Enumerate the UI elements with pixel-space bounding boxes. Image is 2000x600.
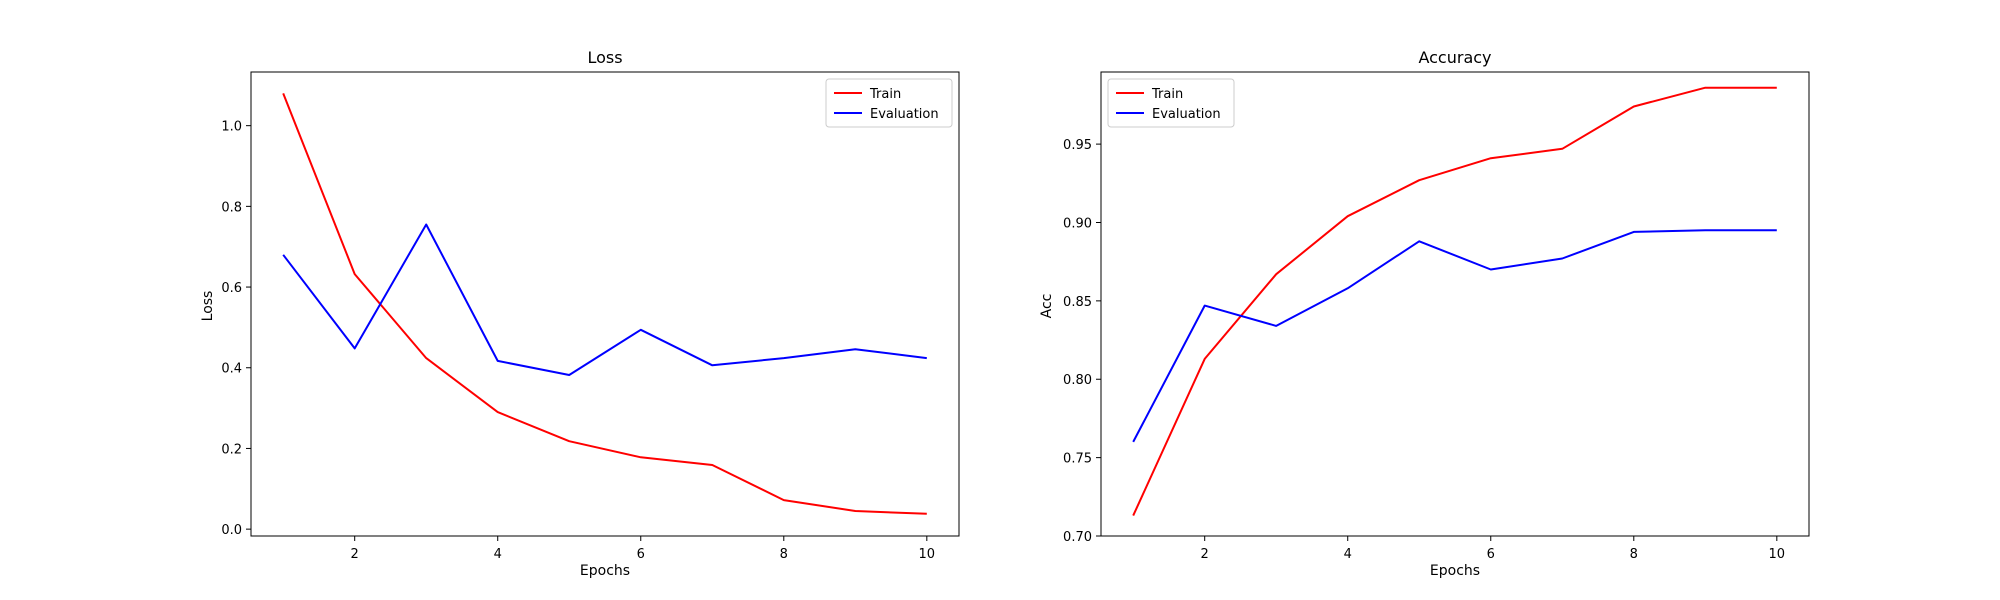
- accuracy-series-evaluation-line: [1132, 229, 1777, 443]
- loss-legend-box: [825, 78, 953, 128]
- accuracy-chart-title: Accuracy: [1418, 48, 1491, 67]
- loss-y-tick-label: 0.6: [221, 281, 242, 296]
- accuracy-legend-box: [1107, 78, 1235, 128]
- accuracy-x-tick-label: 8: [1630, 547, 1638, 562]
- loss-legend-label-train: Train: [869, 87, 901, 102]
- loss-x-tick-label: 4: [494, 547, 502, 562]
- accuracy-chart: Accuracy Epochs Acc 2 4 6 8 10 0.70 0.75 0.80 0.…: [1039, 48, 1810, 579]
- accuracy-x-tick-label: 4: [1344, 547, 1352, 562]
- loss-y-tick-label: 0.8: [221, 200, 242, 215]
- loss-y-tick-label: 0.4: [221, 362, 242, 377]
- accuracy-y-tick-label: 0.85: [1063, 295, 1092, 310]
- accuracy-axes-frame: [1100, 71, 1810, 537]
- loss-x-tick-label: 8: [780, 547, 788, 562]
- accuracy-x-tick-label: 10: [1769, 547, 1786, 562]
- loss-x-tick-label: 6: [637, 547, 645, 562]
- loss-chart-ylabel: Loss: [200, 291, 216, 322]
- loss-y-tick-label: 0.0: [221, 523, 242, 538]
- accuracy-series-train-line: [1132, 86, 1777, 517]
- accuracy-chart-ylabel: Acc: [1039, 294, 1055, 319]
- loss-y-tick-label: 1.0: [221, 120, 242, 135]
- accuracy-chart-xlabel: Epochs: [1430, 563, 1480, 579]
- loss-axes-frame: [250, 71, 960, 537]
- accuracy-legend-label-evaluation: Evaluation: [1152, 107, 1221, 122]
- loss-x-tick-label: 2: [351, 547, 359, 562]
- loss-chart-xlabel: Epochs: [580, 563, 630, 579]
- loss-legend: Train Evaluation: [825, 78, 953, 128]
- accuracy-legend-label-train: Train: [1151, 87, 1183, 102]
- loss-y-tick-label: 0.2: [221, 442, 242, 457]
- accuracy-y-tick-label: 0.75: [1063, 452, 1092, 467]
- accuracy-y-tick-label: 0.70: [1063, 530, 1092, 545]
- accuracy-x-tick-label: 2: [1201, 547, 1209, 562]
- accuracy-x-tick-label: 6: [1487, 547, 1495, 562]
- loss-series-train-line: [282, 93, 927, 515]
- accuracy-y-tick-label: 0.95: [1063, 138, 1092, 153]
- loss-legend-label-evaluation: Evaluation: [870, 107, 939, 122]
- loss-x-tick-label: 10: [919, 547, 936, 562]
- loss-series-evaluation-line: [282, 223, 927, 376]
- accuracy-y-tick-label: 0.90: [1063, 216, 1092, 231]
- accuracy-legend: Train Evaluation: [1107, 78, 1235, 128]
- accuracy-y-tick-label: 0.80: [1063, 373, 1092, 388]
- loss-chart: Loss Epochs Loss 2 4 6 8 10 0.0 0.2 0.4 0.6 0.8 1.…: [200, 48, 960, 579]
- loss-chart-title: Loss: [587, 48, 622, 67]
